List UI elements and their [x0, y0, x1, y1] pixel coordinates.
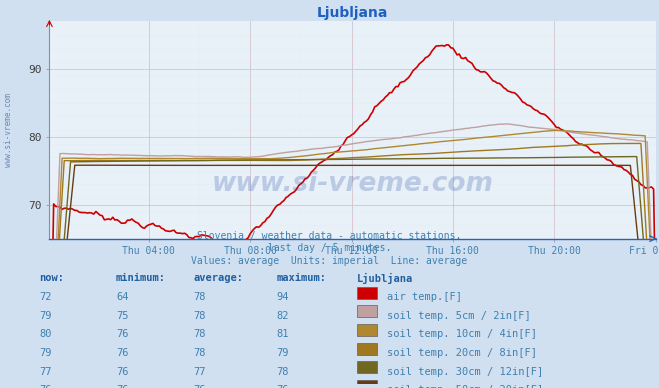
- Text: 82: 82: [277, 311, 289, 321]
- Text: soil temp. 20cm / 8in[F]: soil temp. 20cm / 8in[F]: [387, 348, 537, 358]
- Text: 78: 78: [193, 292, 206, 302]
- Text: 80: 80: [39, 329, 51, 340]
- Text: soil temp. 5cm / 2in[F]: soil temp. 5cm / 2in[F]: [387, 311, 531, 321]
- Text: Values: average  Units: imperial  Line: average: Values: average Units: imperial Line: av…: [191, 256, 468, 266]
- Text: 76: 76: [193, 385, 206, 388]
- Text: air temp.[F]: air temp.[F]: [387, 292, 462, 302]
- Text: 76: 76: [116, 385, 129, 388]
- Text: 72: 72: [39, 292, 51, 302]
- Text: 76: 76: [116, 348, 129, 358]
- Text: 78: 78: [193, 329, 206, 340]
- Text: 76: 76: [116, 367, 129, 377]
- Text: 77: 77: [193, 367, 206, 377]
- Text: soil temp. 30cm / 12in[F]: soil temp. 30cm / 12in[F]: [387, 367, 544, 377]
- Text: 94: 94: [277, 292, 289, 302]
- Text: 76: 76: [39, 385, 51, 388]
- Text: 76: 76: [277, 385, 289, 388]
- Text: Slovenia / weather data - automatic stations.: Slovenia / weather data - automatic stat…: [197, 231, 462, 241]
- Text: www.si-vreme.com: www.si-vreme.com: [212, 171, 494, 197]
- Text: 79: 79: [39, 348, 51, 358]
- FancyBboxPatch shape: [357, 361, 378, 373]
- Text: 81: 81: [277, 329, 289, 340]
- FancyBboxPatch shape: [357, 343, 378, 355]
- FancyBboxPatch shape: [357, 324, 378, 336]
- Text: minimum:: minimum:: [116, 274, 166, 284]
- Text: www.si-vreme.com: www.si-vreme.com: [4, 93, 13, 167]
- Title: Ljubljana: Ljubljana: [317, 6, 388, 20]
- Text: 79: 79: [277, 348, 289, 358]
- Text: now:: now:: [39, 274, 64, 284]
- Text: 77: 77: [39, 367, 51, 377]
- Text: soil temp. 10cm / 4in[F]: soil temp. 10cm / 4in[F]: [387, 329, 537, 340]
- Text: 78: 78: [193, 311, 206, 321]
- Text: 78: 78: [193, 348, 206, 358]
- Text: 75: 75: [116, 311, 129, 321]
- Text: maximum:: maximum:: [277, 274, 327, 284]
- FancyBboxPatch shape: [357, 287, 378, 299]
- Text: last day / 5 minutes.: last day / 5 minutes.: [268, 243, 391, 253]
- FancyBboxPatch shape: [357, 305, 378, 317]
- Text: 79: 79: [39, 311, 51, 321]
- FancyBboxPatch shape: [357, 380, 378, 388]
- Text: soil temp. 50cm / 20in[F]: soil temp. 50cm / 20in[F]: [387, 385, 544, 388]
- Text: 64: 64: [116, 292, 129, 302]
- Text: Ljubljana: Ljubljana: [357, 274, 413, 284]
- Text: 78: 78: [277, 367, 289, 377]
- Text: average:: average:: [193, 274, 243, 284]
- Text: 76: 76: [116, 329, 129, 340]
